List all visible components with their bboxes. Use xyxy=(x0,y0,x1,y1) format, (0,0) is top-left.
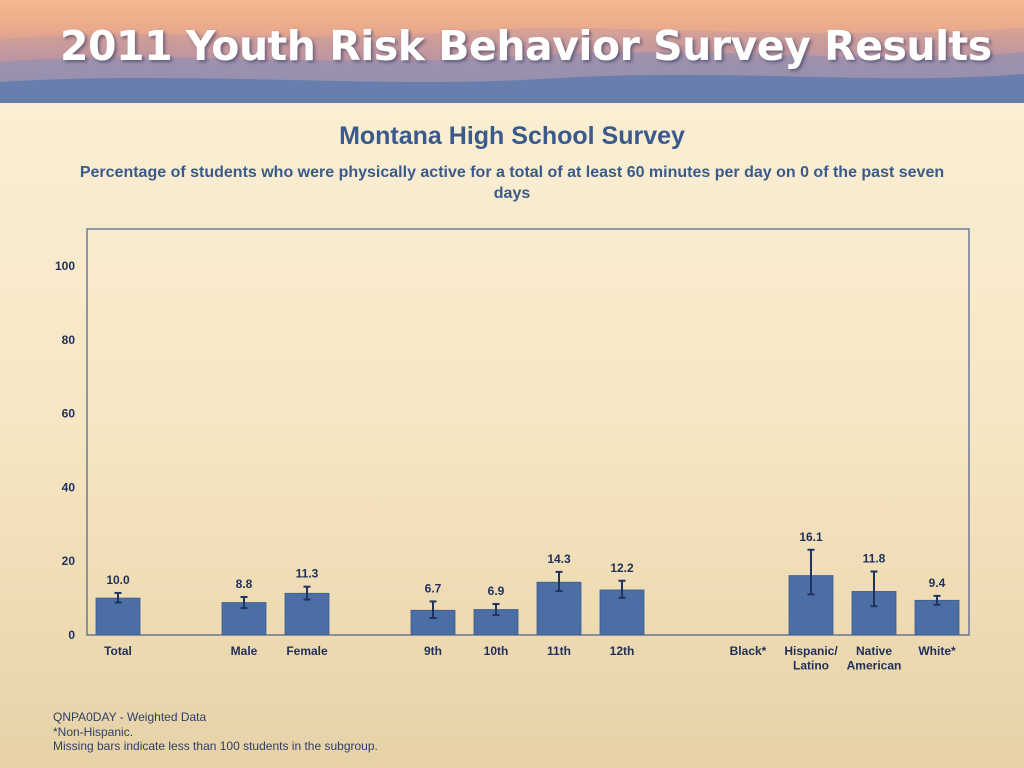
plot-frame xyxy=(86,228,970,636)
bar xyxy=(914,599,960,636)
y-tick-label: 40 xyxy=(62,480,76,494)
category-label: Male xyxy=(231,644,258,658)
category-label: 9th xyxy=(424,644,442,658)
chart-title: Montana High School Survey xyxy=(339,122,685,150)
data-label: 9.4 xyxy=(929,576,946,590)
category-label: Latino xyxy=(793,659,829,673)
category-label: American xyxy=(847,659,902,673)
footnotes: QNPA0DAY - Weighted Data *Non-Hispanic. Mi… xyxy=(53,710,378,754)
data-label: 12.2 xyxy=(610,561,634,575)
category-label: Native xyxy=(856,644,892,658)
data-label: 8.8 xyxy=(236,577,253,591)
footnote-line: QNPA0DAY - Weighted Data xyxy=(53,710,207,724)
y-tick-label: 20 xyxy=(62,554,76,568)
category-label: Black* xyxy=(730,644,767,658)
category-label: White* xyxy=(918,644,956,658)
y-tick-label: 0 xyxy=(68,628,75,642)
category-label: Total xyxy=(104,644,132,658)
data-label: 11.3 xyxy=(296,567,319,581)
y-tick-label: 80 xyxy=(62,333,76,347)
bar-chart: 0 20 40 60 80 100 10.0 Total 8.8 Male 11.3 Female 6.… xyxy=(55,228,970,673)
y-tick-label: 100 xyxy=(55,259,75,273)
bar xyxy=(95,597,141,636)
banner-title: 2011 Youth Risk Behavior Survey Results xyxy=(60,22,992,70)
data-label: 11.8 xyxy=(863,552,886,566)
category-label: Hispanic/ xyxy=(784,644,838,658)
footnote-line: *Non-Hispanic. xyxy=(53,724,134,739)
category-label: 11th xyxy=(547,644,571,658)
data-label: 14.3 xyxy=(547,552,571,566)
chart-subtitle: Percentage of students who were physical… xyxy=(79,164,945,202)
header-banner: 2011 Youth Risk Behavior Survey Results xyxy=(0,0,1024,103)
data-label: 10.0 xyxy=(106,573,130,587)
data-label: 6.7 xyxy=(425,581,442,595)
category-label: Female xyxy=(286,644,328,658)
banner-waves xyxy=(0,28,1024,103)
data-label: 16.1 xyxy=(799,530,823,544)
category-label: 10th xyxy=(484,644,509,658)
category-label: 12th xyxy=(610,644,635,658)
data-label: 6.9 xyxy=(488,584,505,598)
y-tick-label: 60 xyxy=(62,407,76,421)
footnote-line: Missing bars indicate less than 100 stud… xyxy=(53,739,378,753)
